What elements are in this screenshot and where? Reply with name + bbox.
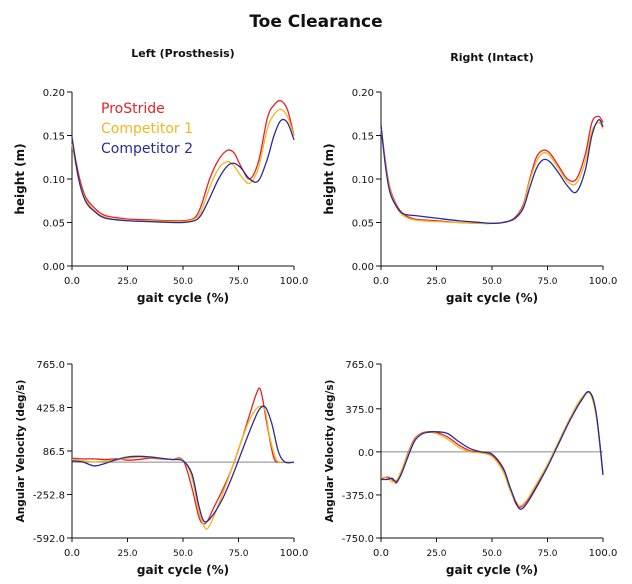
y-tick-label: -375.0 <box>342 491 374 502</box>
y-axis-label: height (m) <box>13 143 27 214</box>
x-tick-label: 100.0 <box>589 548 618 559</box>
y-axis-label: Angular Velocity (deg/s) <box>324 380 336 523</box>
series-line-prostride <box>71 99 295 222</box>
series-line-competitor-1 <box>71 108 295 223</box>
x-tick-label: 50.0 <box>173 549 193 559</box>
series-line-competitor-2 <box>71 405 295 523</box>
y-tick-label: -750.0 <box>342 534 374 545</box>
y-axis-label: height (m) <box>322 143 336 214</box>
chart-left-angular-velocity: -592.0 -252.8 86.5 425.8 765.0 0.0 25.0 50.0 75.… <box>15 360 308 577</box>
x-tick-label: 0.0 <box>64 276 80 287</box>
chart-right-angular-velocity: -750.0 -375.0 0.0 375.0 765.0 0.0 25.0 50.0 75.0… <box>324 360 617 577</box>
figure-title: Toe Clearance <box>249 12 382 32</box>
x-tick-label: 100.0 <box>589 276 618 287</box>
series-line-competitor-2 <box>380 391 604 510</box>
y-tick-label: 0.15 <box>352 132 374 143</box>
y-tick-label: 0.10 <box>352 175 374 186</box>
y-tick-label: 765.0 <box>345 360 374 371</box>
x-tick-label: 50.0 <box>482 549 502 559</box>
series-line-competitor-1 <box>380 121 604 225</box>
y-tick-label: 86.5 <box>43 447 65 458</box>
x-tick-label: 50.0 <box>482 277 502 287</box>
legend-entry: Competitor 1 <box>101 121 193 137</box>
x-tick-label: 50.0 <box>173 277 193 287</box>
chart-title: Left (Prosthesis) <box>131 47 234 60</box>
x-axis-label: gait cycle (%) <box>137 563 229 577</box>
y-tick-label: 765.0 <box>36 360 65 371</box>
y-tick-label: -252.8 <box>33 491 65 502</box>
x-tick-label: 0.0 <box>373 548 389 559</box>
x-tick-label: 25.0 <box>117 277 137 287</box>
x-tick-label: 75.0 <box>537 549 557 559</box>
y-tick-label: 0.15 <box>43 132 65 143</box>
y-tick-label: 0.00 <box>43 262 65 273</box>
x-tick-label: 25.0 <box>426 277 446 287</box>
x-tick-label: 100.0 <box>280 276 309 287</box>
y-tick-label: 0.20 <box>43 88 65 99</box>
y-tick-label: -592.0 <box>33 534 65 545</box>
series-line-prostride <box>380 115 604 225</box>
x-tick-label: 0.0 <box>64 548 80 559</box>
chart-title: Right (Intact) <box>450 51 533 64</box>
y-tick-label: 0.10 <box>43 175 65 186</box>
y-tick-label: 0.05 <box>352 219 374 230</box>
y-tick-label: 0.20 <box>352 88 374 99</box>
x-tick-label: 0.0 <box>373 276 389 287</box>
y-tick-label: 425.8 <box>36 403 65 414</box>
x-tick-label: 75.0 <box>228 549 248 559</box>
y-tick-label: 0.00 <box>352 262 374 273</box>
y-tick-label: 0.0 <box>358 448 374 459</box>
x-tick-label: 25.0 <box>117 549 137 559</box>
chart-left-height: Left (Prosthesis) 0.00 0.05 0.10 0.15 0.20 0.0… <box>13 47 308 305</box>
chart-right-height: Right (Intact) 0.00 0.05 0.10 0.15 0.20 0.0 25.… <box>322 51 617 305</box>
series-line-competitor-1 <box>380 391 604 507</box>
x-axis-label: gait cycle (%) <box>446 563 538 577</box>
series-line-competitor-1 <box>71 405 295 530</box>
series-line-competitor-2 <box>71 118 295 224</box>
x-tick-label: 25.0 <box>426 549 446 559</box>
y-tick-label: 0.05 <box>43 219 65 230</box>
x-axis-label: gait cycle (%) <box>137 291 229 305</box>
y-tick-label: 375.0 <box>345 405 374 416</box>
legend-entry: ProStride <box>101 101 165 117</box>
x-tick-label: 75.0 <box>228 277 248 287</box>
x-axis-label: gait cycle (%) <box>446 291 538 305</box>
y-axis-label: Angular Velocity (deg/s) <box>15 380 27 523</box>
series-line-competitor-2 <box>380 119 604 225</box>
x-tick-label: 75.0 <box>537 277 557 287</box>
series-line-prostride <box>380 390 604 509</box>
legend-entry: Competitor 2 <box>101 141 193 157</box>
x-tick-label: 100.0 <box>280 548 309 559</box>
